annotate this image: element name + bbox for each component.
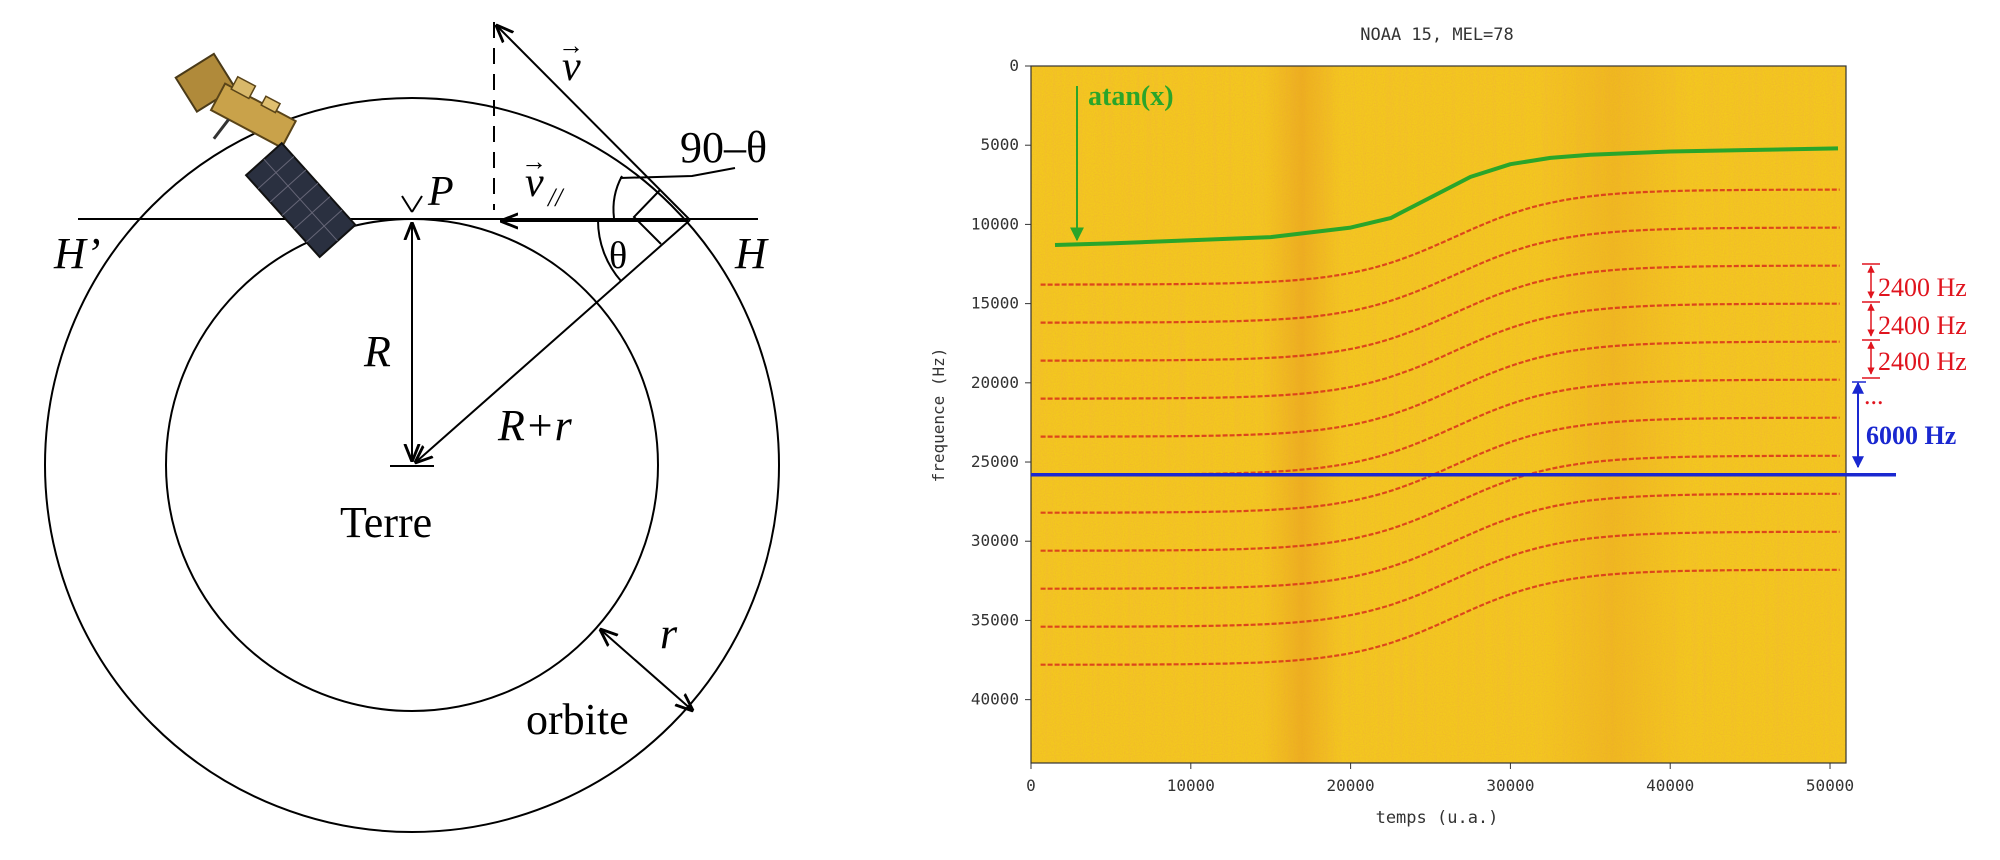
velocity-vector <box>497 26 691 221</box>
signal-lines <box>1040 188 1840 666</box>
signal-line <box>1040 188 1840 286</box>
angle-90-theta-arc <box>612 175 623 219</box>
y-tick-label: 40000 <box>971 690 1019 709</box>
label-90-theta: 90–θ <box>680 123 767 172</box>
tick-P <box>401 195 413 213</box>
vertical-streaks <box>1031 66 1846 763</box>
signal-line <box>1040 302 1840 400</box>
y-tick-label: 10000 <box>971 214 1019 233</box>
y-tick-label: 0 <box>1009 56 1019 75</box>
label-terre: Terre <box>340 498 432 547</box>
altitude-r <box>601 630 692 710</box>
signal-line <box>1040 340 1840 438</box>
y-tick-label: 35000 <box>971 610 1019 629</box>
dense-band-2 <box>1538 66 1688 763</box>
label-parallel-sub: // <box>546 183 565 212</box>
x-tick-label: 0 <box>1026 776 1036 795</box>
y-tick-label: 20000 <box>971 373 1019 392</box>
angle-leader <box>619 167 736 179</box>
spacing-label-2: 2400 Hz <box>1878 311 1967 340</box>
right-angle-mark <box>632 189 662 245</box>
signal-line <box>1040 568 1840 666</box>
spacing-label-1: 2400 Hz <box>1878 273 1967 302</box>
x-tick-label: 20000 <box>1327 776 1375 795</box>
spacing-dots: ... <box>1864 381 1884 410</box>
y-tick-label: 5000 <box>980 135 1019 154</box>
spectrogram-plot <box>1030 65 1847 764</box>
x-axis: 0 10000 20000 30000 40000 50000 <box>1026 763 1854 795</box>
signal-line <box>1040 264 1840 362</box>
label-P: P <box>427 169 454 215</box>
signal-line <box>1040 492 1840 590</box>
arrow-over-v-parallel: → <box>521 147 547 176</box>
label-theta: θ <box>609 235 627 277</box>
offset-label: 6000 Hz <box>1866 421 1956 450</box>
chart-title: NOAA 15, MEL=78 <box>1360 25 1514 45</box>
label-v-parallel: v <box>525 160 544 206</box>
signal-line <box>1040 416 1840 514</box>
angle-theta-arc <box>596 219 622 282</box>
plot-frame <box>1030 65 1847 764</box>
signal-line <box>1040 226 1840 324</box>
x-tick-label: 10000 <box>1167 776 1215 795</box>
spacing-annotations <box>1862 263 1880 379</box>
label-H-prime: H’ <box>53 229 100 278</box>
label-H: H <box>734 229 769 278</box>
y-tick-label: 30000 <box>971 531 1019 550</box>
label-orbite: orbite <box>526 695 629 744</box>
y-axis: 0 5000 10000 15000 20000 25000 30000 35000 40000 <box>971 56 1031 709</box>
orbit-geometry-diagram <box>44 22 780 833</box>
satellite-image <box>174 52 357 259</box>
label-R-plus-r: R+r <box>497 401 573 450</box>
x-tick-label: 30000 <box>1486 776 1534 795</box>
orbit-circle <box>44 97 780 833</box>
y-tick-label: 25000 <box>971 452 1019 471</box>
offset-annotation: 6000 Hz <box>1852 381 1956 469</box>
label-v: v <box>562 44 581 90</box>
label-r: r <box>660 609 678 658</box>
x-axis-label: temps (u.a.) <box>1376 808 1499 828</box>
tick-P-b <box>411 195 423 213</box>
dense-band-1 <box>1262 66 1342 763</box>
y-tick-label: 15000 <box>971 294 1019 313</box>
x-tick-label: 50000 <box>1806 776 1854 795</box>
signal-line <box>1040 454 1840 552</box>
label-R: R <box>363 327 391 376</box>
x-tick-label: 40000 <box>1646 776 1694 795</box>
y-axis-label: frequence (Hz) <box>929 348 948 483</box>
atan-label: atan(x) <box>1088 81 1174 112</box>
atan-curve <box>1054 146 1839 247</box>
spacing-label-3: 2400 Hz <box>1878 347 1967 376</box>
arrow-over-v: → <box>558 31 584 60</box>
signal-line <box>1040 530 1840 628</box>
radius-orbit <box>416 219 691 462</box>
